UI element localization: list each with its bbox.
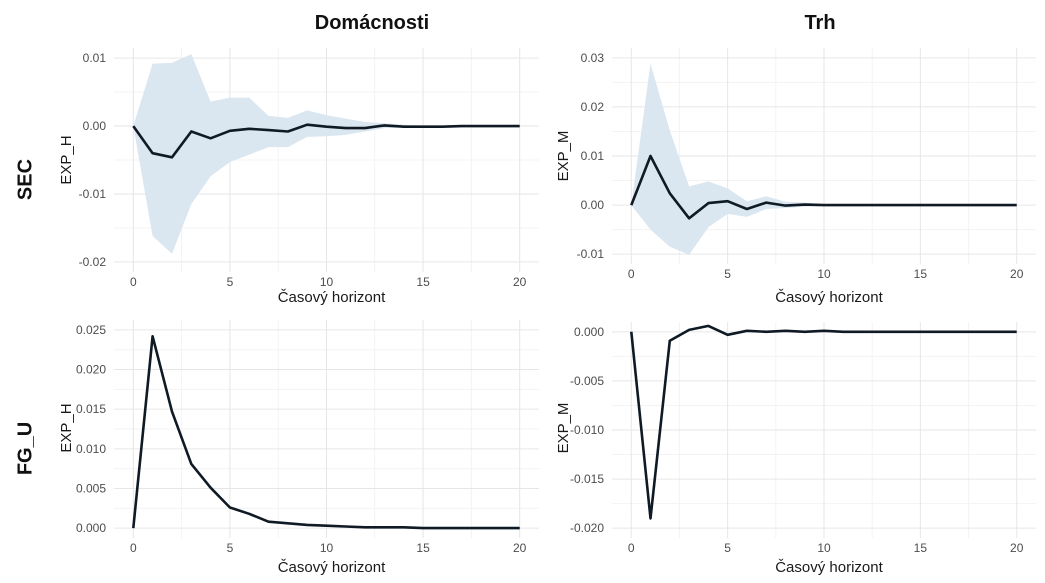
x-tick-label: 0: [628, 267, 635, 281]
confidence-band: [631, 63, 1017, 255]
x-tick-label: 20: [1010, 267, 1024, 281]
y-tick-label: -0.015: [570, 472, 604, 486]
column-title-market: Trh: [804, 12, 836, 34]
y-tick-label: 0.01: [581, 149, 605, 163]
y-tick-label: 0.01: [83, 51, 107, 65]
x-tick-label: 15: [914, 541, 928, 555]
x-axis-title: Časový horizont: [278, 559, 386, 576]
x-tick-label: 10: [817, 267, 831, 281]
x-axis-title: Časový horizont: [775, 289, 883, 306]
column-title-households: Domácnosti: [314, 12, 430, 34]
confidence-band: [133, 54, 520, 254]
y-tick-label: 0.000: [574, 325, 604, 339]
y-tick-label: 0.000: [76, 521, 106, 535]
y-tick-label: 0.00: [83, 119, 107, 133]
x-tick-label: 20: [513, 275, 527, 289]
x-tick-label: 15: [416, 541, 430, 555]
y-tick-label: 0.010: [76, 442, 106, 456]
y-tick-label: -0.01: [79, 187, 107, 201]
x-tick-label: 5: [724, 267, 731, 281]
y-tick-label: 0.025: [76, 323, 106, 337]
y-tick-label: -0.020: [570, 521, 604, 535]
x-tick-label: 20: [1010, 541, 1024, 555]
panel-sec-households: 0 5 10 15 20 0.01 0.00 -0.01 -0.02 Časový horizon…: [58, 48, 539, 306]
y-tick-label: -0.010: [570, 423, 604, 437]
y-tick-label: 0.015: [76, 402, 106, 416]
y-tick-label: -0.02: [79, 255, 107, 269]
x-tick-label: 10: [817, 541, 831, 555]
x-tick-label: 20: [513, 541, 527, 555]
y-tick-label: -0.005: [570, 374, 604, 388]
x-tick-label: 5: [724, 541, 731, 555]
y-axis-title: EXP_M: [555, 403, 572, 454]
y-tick-label: 0.020: [76, 363, 106, 377]
y-axis-title: EXP_H: [58, 135, 75, 184]
y-axis-title: EXP_H: [58, 403, 75, 452]
y-axis-title: EXP_M: [555, 131, 572, 182]
x-axis-title: Časový horizont: [278, 289, 386, 306]
x-tick-label: 0: [130, 541, 137, 555]
x-tick-label: 15: [914, 267, 928, 281]
x-tick-label: 10: [320, 275, 334, 289]
x-tick-label: 10: [320, 541, 334, 555]
y-tick-label: -0.01: [577, 247, 605, 261]
panel-sec-market: 0 5 10 15 20 0.03 0.02 0.01 0.00 -0.01 Časový hori…: [555, 48, 1036, 306]
y-tick-label: 0.03: [581, 51, 605, 65]
x-tick-label: 0: [130, 275, 137, 289]
x-tick-label: 0: [628, 541, 635, 555]
panel-fgu-market: 0 5 10 15 20 0.000 -0.005 -0.010 -0.015 -0.020 Čas…: [555, 322, 1036, 576]
panel-fgu-households: 0 5 10 15 20 0.025 0.020 0.015 0.010 0.005 0.000 Ča…: [58, 320, 539, 576]
x-tick-label: 5: [227, 275, 234, 289]
y-tick-label: 0.02: [581, 100, 605, 114]
x-axis-title: Časový horizont: [775, 559, 883, 576]
y-tick-label: 0.005: [76, 481, 106, 495]
x-tick-label: 15: [416, 275, 430, 289]
x-tick-label: 5: [227, 541, 234, 555]
y-tick-label: 0.00: [581, 198, 605, 212]
